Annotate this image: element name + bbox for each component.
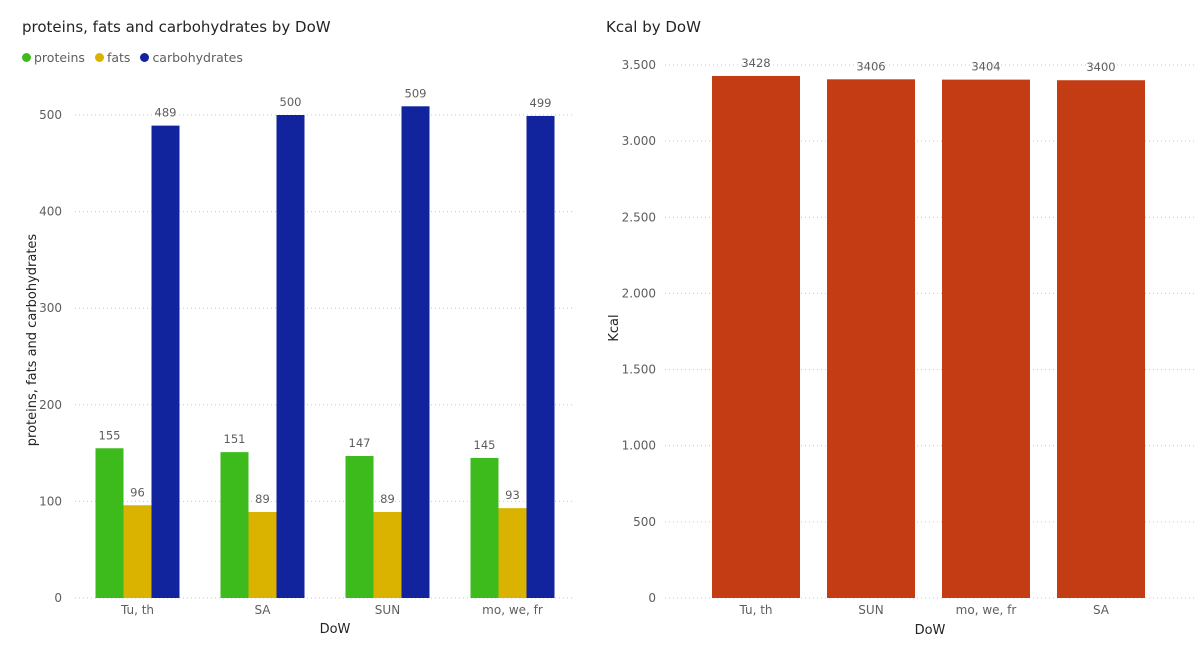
x-tick-label: SUN (375, 603, 400, 617)
data-label: 89 (255, 492, 270, 506)
x-tick-label: mo, we, fr (482, 603, 543, 617)
macros-chart-panel: proteins, fats and carbohydrates by DoW … (22, 18, 575, 637)
y-tick-label: 500 (39, 108, 62, 122)
y-tick-label: 0 (54, 591, 62, 605)
y-tick-label: 400 (39, 205, 62, 219)
y-tick-label: 500 (633, 515, 656, 529)
data-label: 89 (380, 492, 395, 506)
y-tick-label: 200 (39, 398, 62, 412)
bar-carbohydrates (276, 115, 305, 598)
data-label: 3400 (1086, 60, 1115, 74)
bar-kcal (942, 79, 1030, 598)
data-label: 155 (99, 428, 121, 442)
legend-label-carbohydrates: carbohydrates (152, 50, 243, 65)
kcal-chart-title: Kcal by DoW (606, 18, 701, 36)
x-tick-label: SA (1093, 603, 1110, 617)
bar-kcal (827, 79, 915, 598)
y-tick-label: 300 (39, 301, 62, 315)
macros-bar-chart: 0 100 200 300 400 500 155 96 489 Tu, th 151 89 500 SA… (25, 86, 575, 637)
bar-proteins (345, 455, 374, 598)
data-label: 3428 (741, 56, 770, 70)
data-label: 147 (349, 436, 371, 450)
legend-item-carbohydrates[interactable]: carbohydrates (140, 50, 243, 65)
bar-fats (373, 512, 402, 598)
legend-item-fats[interactable]: fats (94, 50, 131, 65)
data-label: 3404 (971, 60, 1000, 74)
x-tick-label: Tu, th (738, 603, 772, 617)
data-label: 499 (530, 96, 552, 110)
bar-kcal (712, 75, 800, 598)
y-tick-label: 3.500 (622, 58, 656, 72)
legend-dot-fats (94, 53, 104, 62)
y-tick-label: 3.000 (622, 134, 656, 148)
bar-carbohydrates (151, 125, 180, 598)
kcal-chart-panel: Kcal by DoW 0 500 1.000 1.500 2.000 2.500 3.00… (600, 0, 1200, 671)
bar-carbohydrates (401, 106, 430, 598)
data-label: 489 (155, 106, 177, 120)
legend-dot-proteins (22, 53, 31, 62)
x-tick-label: Tu, th (120, 603, 154, 617)
bar-proteins (95, 448, 124, 598)
x-axis-title: DoW (320, 622, 351, 637)
y-axis-title: proteins, fats and carbohydrates (25, 234, 40, 447)
y-tick-label: 100 (39, 494, 62, 508)
kcal-bar-chart: 0 500 1.000 1.500 2.000 2.500 3.000 3.500 3428 Tu… (607, 56, 1195, 638)
macros-legend: proteins fats carbohydrates (22, 50, 247, 65)
data-label: 93 (505, 488, 520, 502)
y-tick-label: 0 (648, 591, 656, 605)
data-label: 509 (405, 86, 427, 100)
data-label: 151 (224, 432, 246, 446)
bar-carbohydrates (526, 115, 555, 598)
bar-fats (248, 512, 277, 598)
y-tick-label: 1.000 (622, 439, 656, 453)
data-label: 145 (474, 438, 496, 452)
y-tick-label: 2.000 (622, 286, 656, 300)
macros-chart-title: proteins, fats and carbohydrates by DoW (22, 18, 331, 36)
legend-item-proteins[interactable]: proteins (22, 50, 85, 65)
bar-proteins (220, 452, 249, 598)
bar-proteins (470, 457, 499, 598)
x-tick-label: SUN (858, 603, 883, 617)
legend-label-fats: fats (106, 50, 131, 65)
legend-label-proteins: proteins (34, 50, 85, 65)
data-label: 3406 (856, 59, 885, 73)
x-tick-label: SA (254, 603, 271, 617)
y-axis-title: Kcal (607, 314, 622, 341)
bar-fats (498, 508, 527, 598)
bar-fats (123, 505, 152, 598)
legend-dot-carbohydrates (140, 53, 150, 62)
data-label: 500 (280, 95, 302, 109)
bar-kcal (1057, 80, 1145, 598)
y-tick-label: 1.500 (622, 363, 656, 377)
y-tick-label: 2.500 (622, 210, 656, 224)
data-label: 96 (130, 485, 145, 499)
x-axis-title: DoW (915, 623, 946, 638)
x-tick-label: mo, we, fr (956, 603, 1017, 617)
